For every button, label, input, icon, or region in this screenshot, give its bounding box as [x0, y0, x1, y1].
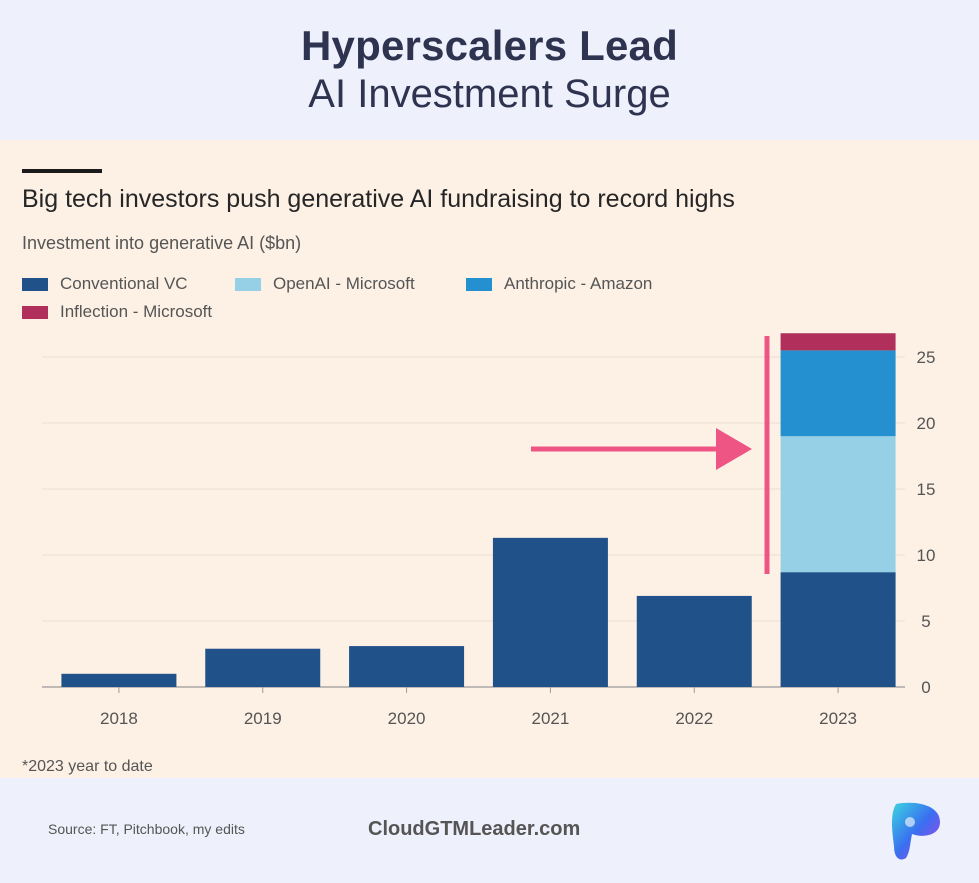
- legend-swatch-inflection-microsoft: [22, 305, 48, 319]
- title-rule: [22, 169, 102, 173]
- y-tick-label: 0: [921, 678, 930, 697]
- legend-label-openai-microsoft: OpenAI - Microsoft: [273, 274, 415, 293]
- legend-anthropic-amazon: Anthropic - Amazon: [466, 274, 652, 294]
- footer-source: Source: FT, Pitchbook, my edits: [48, 821, 245, 837]
- chart-subtitle: Investment into generative AI ($bn): [22, 233, 302, 253]
- bar-2023-conventional-vc: [780, 572, 896, 687]
- annotation-arrow-head: [716, 428, 752, 470]
- legend-label-inflection-microsoft: Inflection - Microsoft: [60, 302, 213, 321]
- legend-label-conventional-vc: Conventional VC: [60, 274, 188, 293]
- bar-2019-conventional-vc: [205, 648, 321, 687]
- headline-bold: Hyperscalers Lead: [301, 22, 678, 69]
- bar-2022-conventional-vc: [636, 595, 752, 687]
- x-tick-label: 2021: [532, 709, 570, 728]
- x-tick-label: 2019: [244, 709, 282, 728]
- y-tick-label: 5: [921, 612, 930, 631]
- headline-regular: AI Investment Surge: [308, 72, 671, 116]
- legend-swatch-conventional-vc: [22, 277, 48, 291]
- bar-2023-inflection-microsoft: [780, 333, 896, 351]
- bar-2023-anthropic-amazon: [780, 350, 896, 437]
- legend-openai-microsoft: OpenAI - Microsoft: [235, 274, 415, 294]
- bar-2021-conventional-vc: [492, 537, 608, 687]
- footnote: *2023 year to date: [22, 758, 153, 775]
- chart-title: Big tech investors push generative AI fu…: [22, 185, 735, 213]
- y-tick-label: 15: [917, 480, 936, 499]
- legend-swatch-openai-microsoft: [235, 277, 261, 291]
- y-tick-label: 25: [917, 348, 936, 367]
- y-tick-label: 10: [917, 546, 936, 565]
- bar-2018-conventional-vc: [61, 673, 177, 687]
- footer-brand: CloudGTMLeader.com: [368, 818, 581, 840]
- bar-2020-conventional-vc: [349, 646, 465, 687]
- legend-label-anthropic-amazon: Anthropic - Amazon: [504, 274, 653, 293]
- header: Hyperscalers Lead AI Investment Surge: [0, 0, 979, 140]
- x-tick-label: 2022: [675, 709, 713, 728]
- y-tick-label: 20: [917, 414, 936, 433]
- stacked-bar-chart: 0 5 10 15 20 25 2018 2019 2020 2021 2022 2023: [42, 333, 936, 728]
- bar-2023-openai-microsoft: [780, 436, 896, 573]
- x-tick-label: 2018: [100, 709, 138, 728]
- legend-conventional-vc: Conventional VC: [22, 274, 188, 294]
- brand-logo-icon: [892, 802, 940, 860]
- x-tick-label: 2020: [388, 709, 426, 728]
- legend-inflection-microsoft: Inflection - Microsoft: [22, 302, 212, 322]
- legend-swatch-anthropic-amazon: [466, 277, 492, 291]
- x-tick-label: 2023: [819, 709, 857, 728]
